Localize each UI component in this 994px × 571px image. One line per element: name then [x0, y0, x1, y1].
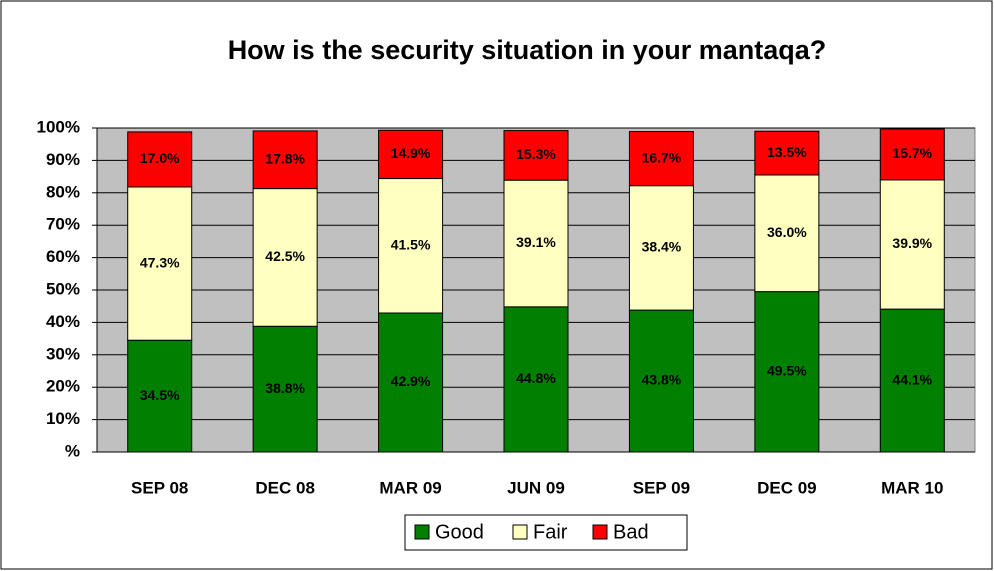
x-tick-label: JUN 09 [507, 478, 565, 497]
data-label: 42.5% [265, 248, 305, 264]
legend-box [404, 514, 688, 551]
bar-segment [127, 131, 193, 188]
bar-segment [754, 130, 820, 176]
data-label: 13.5% [767, 144, 807, 160]
bar-segment [378, 312, 444, 453]
data-label: 39.1% [516, 234, 556, 250]
legend-label: Bad [613, 521, 649, 543]
legend-swatch [512, 524, 528, 540]
legend-label: Good [435, 521, 484, 543]
data-label: 16.7% [642, 149, 682, 165]
x-tick-label: SEP 08 [131, 478, 188, 497]
data-label: 47.3% [140, 254, 180, 270]
y-tick-label: 50% [46, 279, 80, 298]
bar-segment [378, 129, 444, 180]
chart-title: How is the security situation in your ma… [228, 35, 827, 65]
data-label: 36.0% [767, 224, 807, 240]
y-tick-label: 10% [46, 409, 80, 428]
x-tick-label: MAR 09 [379, 478, 441, 497]
bar-segment [252, 188, 318, 327]
data-label: 44.1% [892, 371, 932, 387]
legend-swatch [414, 524, 430, 540]
y-tick-label: 70% [46, 215, 80, 234]
y-tick-label: 40% [46, 312, 80, 331]
legend-swatch [592, 524, 608, 540]
bar-segment [628, 185, 694, 311]
data-label: 43.8% [642, 372, 682, 388]
data-label: 17.0% [140, 150, 180, 166]
data-label: 39.9% [892, 235, 932, 251]
data-label: 38.8% [265, 380, 305, 396]
bar-segment [503, 179, 569, 308]
data-label: 49.5% [767, 363, 807, 379]
data-label: 41.5% [391, 236, 431, 252]
bar-segment [503, 130, 569, 181]
y-tick-label: % [65, 441, 80, 460]
y-tick-label: 20% [46, 377, 80, 396]
data-label: 42.9% [391, 373, 431, 389]
data-label: 38.4% [642, 239, 682, 255]
data-label: 44.8% [516, 370, 556, 386]
legend-label: Fair [533, 521, 568, 543]
x-tick-label: DEC 08 [255, 478, 315, 497]
x-tick-label: MAR 10 [881, 478, 943, 497]
bar-segment [252, 325, 318, 453]
x-tick-label: DEC 09 [757, 478, 817, 497]
x-tick-label: SEP 09 [633, 478, 690, 497]
data-label: 15.3% [516, 146, 556, 162]
bar-segment [754, 291, 820, 453]
data-label: 34.5% [140, 387, 180, 403]
y-tick-label: 80% [46, 182, 80, 201]
y-tick-label: 60% [46, 247, 80, 266]
bar-segment [879, 179, 945, 310]
bar-segment [503, 306, 569, 453]
bar-segment [378, 178, 444, 314]
bar-segment [628, 131, 694, 187]
bar-segment [252, 130, 318, 190]
y-tick-label: 30% [46, 344, 80, 363]
bar-segment [628, 309, 694, 453]
bar-segment [754, 174, 820, 293]
data-label: 15.7% [892, 145, 932, 161]
bar-segment [879, 308, 945, 453]
data-label: 14.9% [391, 145, 431, 161]
bar-segment [127, 186, 193, 341]
y-tick-label: 90% [46, 150, 80, 169]
y-tick-label: 100% [37, 117, 80, 136]
bar-segment [879, 128, 945, 181]
data-label: 17.8% [265, 150, 305, 166]
